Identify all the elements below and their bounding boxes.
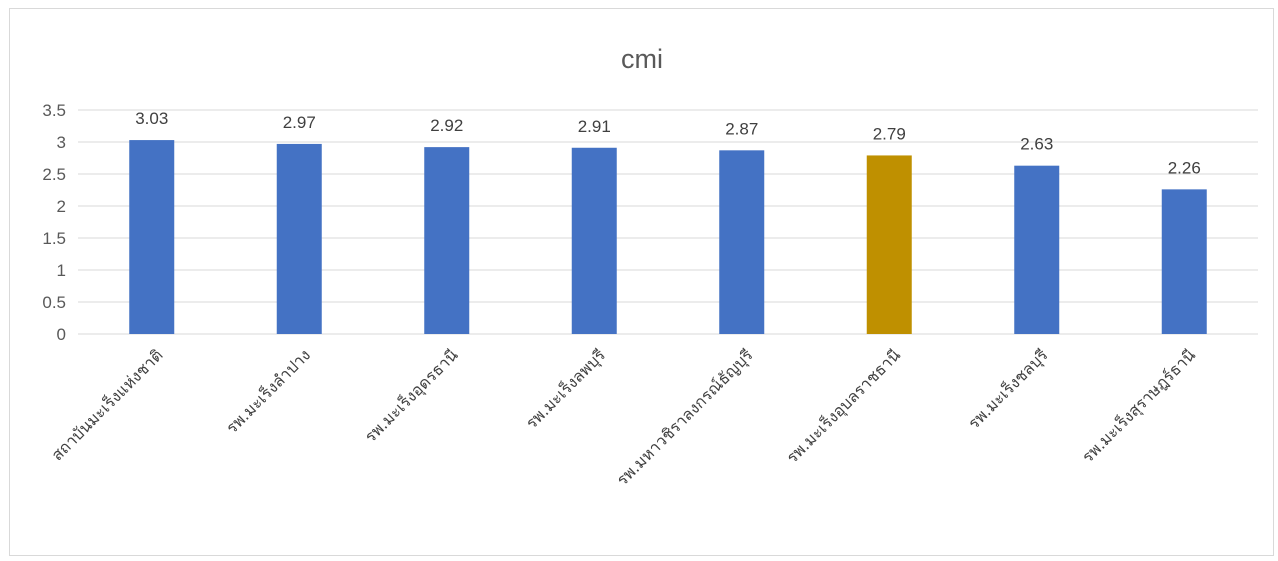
bar	[1014, 165, 1060, 334]
bar	[866, 155, 912, 334]
data-label: 2.97	[283, 113, 316, 132]
data-label: 3.03	[135, 109, 168, 128]
data-labels: 3.03 2.97 2.92 2.91 2.87 2.79 2.63 2.26	[135, 109, 1201, 177]
x-category-label: รพ.มะเร็งอุบลราชธานี	[782, 345, 905, 468]
y-tick-label: 0.5	[42, 293, 66, 312]
y-tick-label: 2.5	[42, 165, 66, 184]
chart-title: cmi	[621, 44, 663, 74]
bar	[571, 147, 617, 334]
x-axis-categories: สถาบันมะเร็งแห่งชาติ รพ.มะเร็งลำปาง รพ.มะเ…	[47, 344, 1200, 490]
bar	[719, 150, 765, 334]
y-tick-label: 1.5	[42, 229, 66, 248]
x-category-label: รพ.มหาวชิราลงกรณ์ธัญบุรี	[613, 345, 758, 490]
data-label: 2.79	[873, 124, 906, 143]
x-category-label: รพ.มะเร็งสุราษฎร์ธานี	[1077, 345, 1199, 467]
data-label: 2.63	[1020, 135, 1053, 154]
data-label: 2.87	[725, 119, 758, 138]
bar	[424, 147, 470, 334]
bar	[129, 140, 175, 334]
y-axis-ticks: 0 0.5 1 1.5 2 2.5 3 3.5	[42, 101, 66, 344]
bar	[276, 143, 322, 334]
data-label: 2.92	[430, 116, 463, 135]
bars	[129, 140, 1207, 334]
x-category-label: รพ.มะเร็งลำปาง	[221, 345, 314, 438]
y-tick-label: 3.5	[42, 101, 66, 120]
y-tick-label: 0	[57, 325, 66, 344]
bar	[1161, 189, 1207, 334]
x-category-label: รพ.มะเร็งชลบุรี	[963, 344, 1052, 433]
gridlines	[78, 109, 1258, 335]
y-tick-label: 1	[57, 261, 66, 280]
data-label: 2.91	[578, 117, 611, 136]
chart-frame: 0 0.5 1 1.5 2 2.5 3 3.5 3.03 2.97 2.92 2.91 2.87 2.7…	[9, 8, 1274, 556]
y-tick-label: 2	[57, 197, 66, 216]
y-tick-label: 3	[57, 133, 66, 152]
data-label: 2.26	[1168, 158, 1201, 177]
bar-chart: 0 0.5 1 1.5 2 2.5 3 3.5 3.03 2.97 2.92 2.91 2.87 2.7…	[42, 44, 1258, 490]
x-category-label: รพ.มะเร็งอุดรธานี	[360, 345, 462, 447]
x-category-label: รพ.มะเร็งลพบุรี	[521, 344, 610, 433]
x-category-label: สถาบันมะเร็งแห่งชาติ	[47, 345, 167, 465]
